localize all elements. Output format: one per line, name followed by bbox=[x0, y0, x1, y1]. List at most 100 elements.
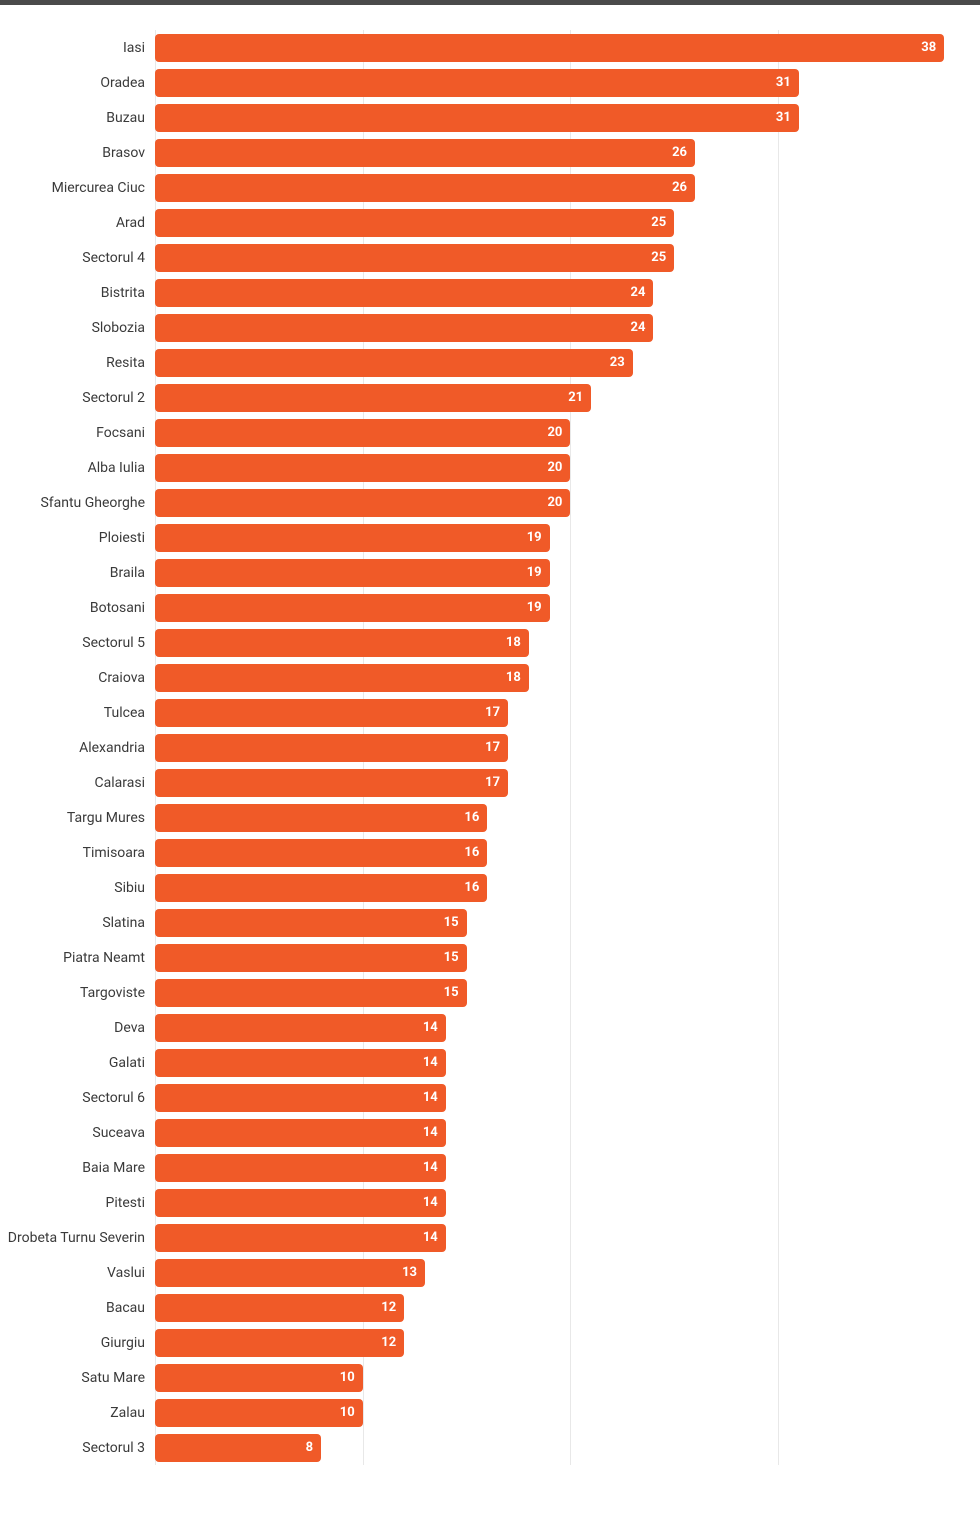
bar-value: 19 bbox=[527, 600, 542, 615]
bar-wrapper: 19 bbox=[155, 559, 965, 587]
bar-row: Alexandria17 bbox=[155, 730, 965, 765]
bar-label: Arad bbox=[116, 215, 145, 231]
bar: 16 bbox=[155, 874, 487, 902]
bar-value: 31 bbox=[776, 110, 791, 125]
bar-value: 14 bbox=[423, 1125, 438, 1140]
bar-label: Zalau bbox=[110, 1405, 145, 1421]
bar: 15 bbox=[155, 909, 467, 937]
bar-label: Targoviste bbox=[80, 985, 145, 1001]
bar-label: Drobeta Turnu Severin bbox=[8, 1230, 145, 1246]
bar: 12 bbox=[155, 1329, 404, 1357]
bar-wrapper: 18 bbox=[155, 664, 965, 692]
chart-area: Iasi38Oradea31Buzau31Brasov26Miercurea C… bbox=[155, 30, 965, 1465]
bar-wrapper: 23 bbox=[155, 349, 965, 377]
bar: 14 bbox=[155, 1049, 446, 1077]
bar-row: Braila19 bbox=[155, 555, 965, 590]
bar-value: 10 bbox=[340, 1370, 355, 1385]
bar-wrapper: 17 bbox=[155, 699, 965, 727]
bar-value: 23 bbox=[610, 355, 625, 370]
bar-value: 38 bbox=[921, 40, 936, 55]
bar-value: 14 bbox=[423, 1055, 438, 1070]
bar-row: Piatra Neamt15 bbox=[155, 940, 965, 975]
bar-value: 14 bbox=[423, 1020, 438, 1035]
bar-label: Suceava bbox=[92, 1125, 145, 1141]
bar-wrapper: 38 bbox=[155, 34, 965, 62]
bar: 14 bbox=[155, 1154, 446, 1182]
bar-wrapper: 15 bbox=[155, 944, 965, 972]
bar-row: Targoviste15 bbox=[155, 975, 965, 1010]
bar-wrapper: 13 bbox=[155, 1259, 965, 1287]
bar-value: 31 bbox=[776, 75, 791, 90]
bar-value: 16 bbox=[464, 810, 479, 825]
bar-label: Sibiu bbox=[114, 880, 145, 896]
bar-label: Galati bbox=[109, 1055, 145, 1071]
bar: 19 bbox=[155, 524, 550, 552]
bar: 38 bbox=[155, 34, 944, 62]
bar: 19 bbox=[155, 559, 550, 587]
bar: 20 bbox=[155, 489, 570, 517]
bar-wrapper: 14 bbox=[155, 1084, 965, 1112]
bar: 14 bbox=[155, 1119, 446, 1147]
bar-value: 20 bbox=[547, 460, 562, 475]
bar-row: Buzau31 bbox=[155, 100, 965, 135]
bar-row: Suceava14 bbox=[155, 1115, 965, 1150]
bar-value: 25 bbox=[651, 250, 666, 265]
bar-row: Slobozia24 bbox=[155, 310, 965, 345]
bar-wrapper: 15 bbox=[155, 909, 965, 937]
bar-wrapper: 16 bbox=[155, 874, 965, 902]
bar-value: 18 bbox=[506, 635, 521, 650]
bar: 20 bbox=[155, 454, 570, 482]
bar-wrapper: 8 bbox=[155, 1434, 965, 1462]
bar-label: Sectorul 3 bbox=[82, 1440, 145, 1456]
bar-row: Miercurea Ciuc26 bbox=[155, 170, 965, 205]
bar-wrapper: 20 bbox=[155, 489, 965, 517]
bar: 17 bbox=[155, 769, 508, 797]
bar: 8 bbox=[155, 1434, 321, 1462]
bar-wrapper: 26 bbox=[155, 174, 965, 202]
bar: 15 bbox=[155, 979, 467, 1007]
bar: 17 bbox=[155, 699, 508, 727]
bar-label: Satu Mare bbox=[81, 1370, 145, 1386]
bar: 10 bbox=[155, 1364, 363, 1392]
bar-row: Tulcea17 bbox=[155, 695, 965, 730]
bar-row: Bistrita24 bbox=[155, 275, 965, 310]
bar-value: 20 bbox=[547, 495, 562, 510]
bar-wrapper: 19 bbox=[155, 594, 965, 622]
bar-row: Sectorul 38 bbox=[155, 1430, 965, 1465]
bar: 14 bbox=[155, 1084, 446, 1112]
bar-wrapper: 14 bbox=[155, 1224, 965, 1252]
bar-wrapper: 14 bbox=[155, 1119, 965, 1147]
bar: 31 bbox=[155, 69, 799, 97]
bar-label: Bacau bbox=[106, 1300, 145, 1316]
bar-value: 24 bbox=[631, 285, 646, 300]
bar-row: Sectorul 425 bbox=[155, 240, 965, 275]
bar-value: 14 bbox=[423, 1090, 438, 1105]
bar-label: Sectorul 2 bbox=[82, 390, 145, 406]
bar-wrapper: 14 bbox=[155, 1049, 965, 1077]
bar-label: Iasi bbox=[123, 40, 145, 56]
bar-value: 18 bbox=[506, 670, 521, 685]
bar-row: Calarasi17 bbox=[155, 765, 965, 800]
bar: 23 bbox=[155, 349, 633, 377]
bar-value: 16 bbox=[464, 880, 479, 895]
bar-wrapper: 24 bbox=[155, 279, 965, 307]
bar-value: 13 bbox=[402, 1265, 417, 1280]
bar-wrapper: 15 bbox=[155, 979, 965, 1007]
bar-value: 14 bbox=[423, 1160, 438, 1175]
bar-chart: Iasi38Oradea31Buzau31Brasov26Miercurea C… bbox=[0, 5, 980, 1465]
bar-value: 15 bbox=[444, 985, 459, 1000]
bar-row: Craiova18 bbox=[155, 660, 965, 695]
bar-label: Targu Mures bbox=[67, 810, 145, 826]
bar-value: 26 bbox=[672, 180, 687, 195]
bar-label: Craiova bbox=[98, 670, 145, 686]
bar-row: Vaslui13 bbox=[155, 1255, 965, 1290]
bar-wrapper: 25 bbox=[155, 244, 965, 272]
bar-label: Buzau bbox=[106, 110, 145, 126]
bar-value: 12 bbox=[381, 1335, 396, 1350]
bar-row: Resita23 bbox=[155, 345, 965, 380]
bar-value: 12 bbox=[381, 1300, 396, 1315]
bar: 26 bbox=[155, 139, 695, 167]
bar: 31 bbox=[155, 104, 799, 132]
bar-label: Baia Mare bbox=[82, 1160, 145, 1176]
bar: 15 bbox=[155, 944, 467, 972]
